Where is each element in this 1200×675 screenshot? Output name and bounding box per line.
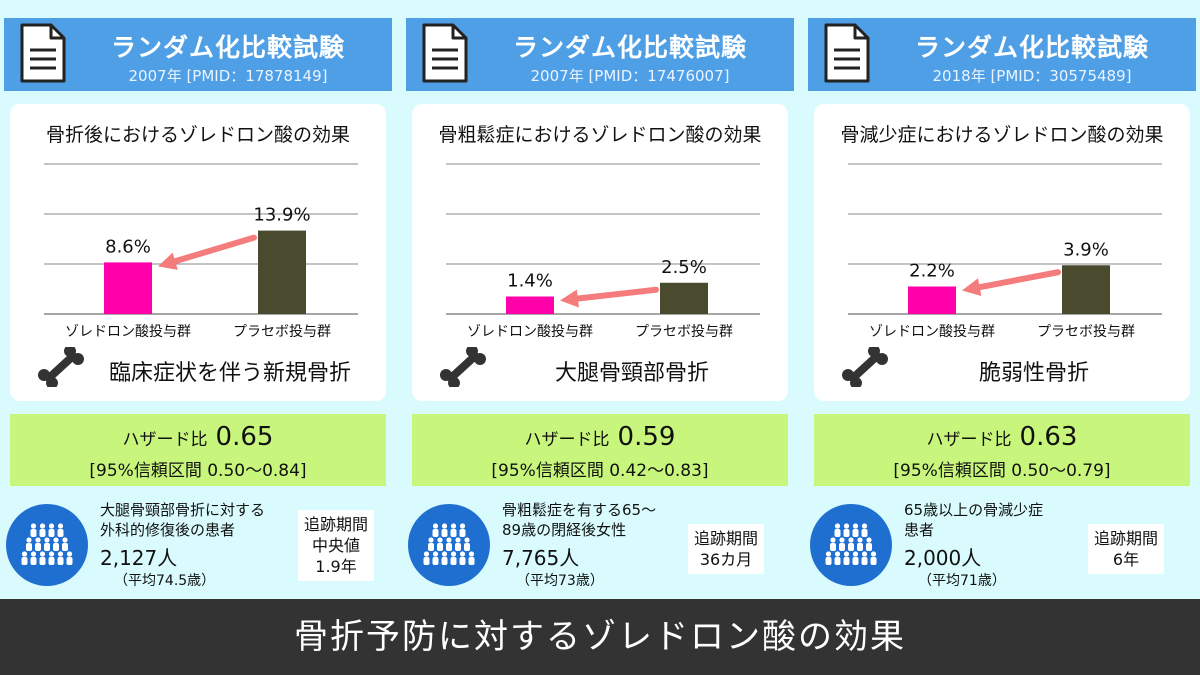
population-description-line1: 大腿骨頸部骨折に対する	[100, 501, 266, 519]
population-description-line2: 外科的修復後の患者	[100, 521, 236, 539]
hazard-ratio-box: ハザード比 0.65 [95%信頼区間 0.50〜0.84]	[10, 414, 386, 486]
population-description-line2: 患者	[904, 521, 935, 539]
population-description: 大腿骨頸部骨折に対する 外科的修復後の患者	[100, 500, 300, 540]
hazard-ratio-value: 0.59	[617, 422, 676, 452]
chart-title: 骨減少症におけるゾレドロン酸の効果	[840, 124, 1164, 146]
bar-placebo	[660, 282, 708, 314]
bar-value-label: 2.2%	[909, 261, 955, 282]
hazard-ratio-label: ハザード比	[524, 430, 610, 450]
study-type-title: ランダム化比較試験	[914, 33, 1149, 62]
confidence-interval: [95%信頼区間 0.42〜0.83]	[491, 461, 709, 481]
study-header: ランダム化比較試験 2018年 [PMID：30575489]	[808, 18, 1196, 91]
document-icon	[20, 23, 66, 83]
population-mean-age: （平均71歳）	[918, 573, 1006, 589]
hazard-ratio-value: 0.65	[215, 422, 274, 452]
reduction-arrow-head	[560, 289, 579, 308]
x-category-label: プラセボ投与群	[635, 324, 733, 340]
population-description-line1: 65歳以上の骨減少症	[904, 501, 1044, 519]
bone-icon	[440, 347, 486, 387]
bar-value-label: 2.5%	[661, 257, 707, 278]
x-category-label: ゾレドロン酸投与群	[467, 324, 593, 340]
bar-zoledronic	[104, 262, 152, 314]
endpoint-label: 臨床症状を伴う新規骨折	[108, 361, 351, 386]
x-category-label: ゾレドロン酸投与群	[869, 324, 995, 340]
confidence-interval: [95%信頼区間 0.50〜0.84]	[89, 461, 307, 481]
bar-value-label: 1.4%	[507, 271, 553, 292]
hazard-ratio-label: ハザード比	[926, 430, 1012, 450]
study-header: ランダム化比較試験 2007年 [PMID：17476007]	[406, 18, 794, 91]
reduction-arrow-shaft	[170, 234, 257, 265]
followup-period-box: 追跡期間 36カ月	[688, 524, 765, 574]
bar-placebo	[1062, 265, 1110, 314]
study-year-pmid: 2018年 [PMID：30575489]	[932, 67, 1132, 85]
endpoint-label: 大腿骨頸部骨折	[554, 361, 709, 386]
hazard-ratio-line: ハザード比 0.65	[10, 422, 386, 452]
document-icon	[824, 23, 870, 83]
x-category-label: プラセボ投与群	[1037, 324, 1135, 340]
document-icon	[422, 23, 468, 83]
population-description: 65歳以上の骨減少症 患者	[904, 500, 1104, 540]
x-category-label: プラセボ投与群	[233, 324, 331, 340]
population-description: 骨粗鬆症を有する65〜 89歳の閉経後女性	[502, 500, 702, 540]
study-type-title: ランダム化比較試験	[110, 33, 345, 62]
endpoint-label: 脆弱性骨折	[978, 361, 1089, 386]
chart-title: 骨粗鬆症におけるゾレドロン酸の効果	[438, 124, 762, 146]
hazard-ratio-line: ハザード比 0.63	[814, 422, 1190, 452]
study-type-title: ランダム化比較試験	[512, 33, 747, 62]
chart-card: 骨粗鬆症におけるゾレドロン酸の効果 1.4% ゾレドロン酸投与群 2.5% プラセボ投与…	[412, 104, 788, 401]
chart-card: 骨折後におけるゾレドロン酸の効果 8.6% ゾレドロン酸投与群 13.9% プラセボ投与…	[10, 104, 386, 401]
reduction-arrow-shaft	[572, 286, 659, 302]
population-description-line2: 89歳の閉経後女性	[502, 521, 627, 539]
bar-value-label: 8.6%	[105, 236, 151, 257]
hazard-ratio-label: ハザード比	[122, 430, 208, 450]
bar-value-label: 3.9%	[1063, 239, 1109, 260]
bar-value-label: 13.9%	[253, 205, 310, 226]
study-year-pmid: 2007年 [PMID：17878149]	[128, 67, 328, 85]
study-year-pmid: 2007年 [PMID：17476007]	[530, 67, 730, 85]
confidence-interval: [95%信頼区間 0.50〜0.79]	[893, 461, 1111, 481]
reduction-arrow-shaft	[974, 269, 1061, 291]
people-group-icon	[408, 504, 490, 586]
bar-placebo	[258, 230, 306, 314]
hazard-ratio-box: ハザード比 0.59 [95%信頼区間 0.42〜0.83]	[412, 414, 788, 486]
hazard-ratio-line: ハザード比 0.59	[412, 422, 788, 452]
bar-chart: 8.6% ゾレドロン酸投与群 13.9% プラセボ投与群	[44, 163, 358, 340]
population-mean-age: （平均73歳）	[516, 573, 604, 589]
followup-period-box: 追跡期間 6年	[1088, 524, 1165, 574]
chart-title: 骨折後におけるゾレドロン酸の効果	[45, 124, 350, 146]
population-mean-age: （平均74.5歳）	[114, 573, 216, 589]
x-category-label: ゾレドロン酸投与群	[65, 324, 191, 340]
bar-zoledronic	[908, 286, 956, 314]
hazard-ratio-box: ハザード比 0.63 [95%信頼区間 0.50〜0.79]	[814, 414, 1190, 486]
population-description-line1: 骨粗鬆症を有する65〜	[502, 501, 657, 519]
bar-chart: 1.4% ゾレドロン酸投与群 2.5% プラセボ投与群	[446, 163, 760, 340]
study-header: ランダム化比較試験 2007年 [PMID：17878149]	[4, 18, 392, 91]
people-group-icon	[810, 504, 892, 586]
people-group-icon	[6, 504, 88, 586]
followup-period-box: 追跡期間 中央値 1.9年	[298, 510, 375, 581]
bar-chart: 2.2% ゾレドロン酸投与群 3.9% プラセボ投与群	[848, 163, 1162, 340]
bone-icon	[842, 347, 888, 387]
population-count: 2,000人	[904, 546, 982, 570]
reduction-arrow-head	[158, 252, 178, 270]
page-footer-title: 骨折予防に対するゾレドロン酸の効果	[0, 599, 1200, 675]
chart-card: 骨減少症におけるゾレドロン酸の効果 2.2% ゾレドロン酸投与群 3.9% プラセボ投与…	[814, 104, 1190, 401]
population-count: 7,765人	[502, 546, 580, 570]
reduction-arrow-head	[962, 278, 982, 296]
bar-zoledronic	[506, 296, 554, 314]
population-count: 2,127人	[100, 546, 178, 570]
bone-icon	[38, 347, 84, 387]
hazard-ratio-value: 0.63	[1019, 422, 1078, 452]
